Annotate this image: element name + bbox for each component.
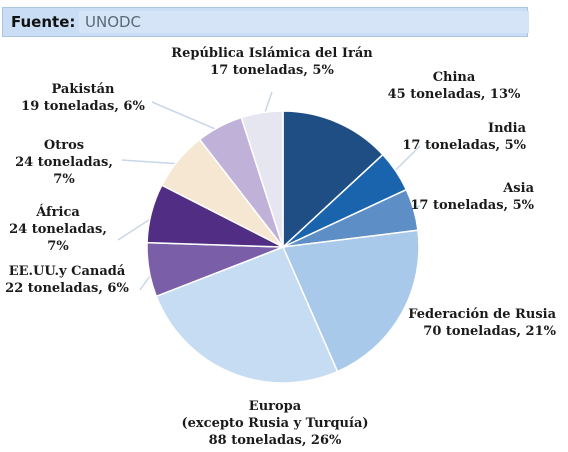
- label-others-detail2: 7%: [53, 172, 75, 187]
- label-europe-name: Europa: [248, 399, 302, 414]
- label-europe-detail: 88 toneladas, 26%: [208, 433, 342, 448]
- source-value: UNODC: [85, 13, 142, 31]
- label-asia-name: Asia: [503, 181, 534, 196]
- leader-line-others: [121, 159, 183, 165]
- label-iran: República Islámica del Irán 17 toneladas…: [158, 45, 386, 79]
- label-africa-detail2: 7%: [47, 239, 69, 254]
- label-india-detail: 17 toneladas, 5%: [402, 138, 526, 153]
- label-russia-detail: 70 toneladas, 21%: [423, 324, 556, 339]
- label-pakistan-name: Pakistán: [51, 82, 115, 97]
- label-pakistan-detail: 19 toneladas, 6%: [21, 99, 145, 114]
- label-russia-name: Federación de Rusia: [408, 307, 556, 322]
- pie-slices: [146, 110, 420, 384]
- source-value-box: UNODC: [79, 11, 529, 33]
- pie-slice-iran: [240, 110, 284, 248]
- source-label: Fuente:: [11, 13, 76, 31]
- label-iran-name: República Islámica del Irán: [171, 46, 373, 61]
- label-iran-detail: 17 toneladas, 5%: [210, 63, 334, 78]
- label-asia-detail: 17 toneladas, 5%: [410, 198, 534, 213]
- pie-slice-russia: [281, 229, 420, 373]
- label-usa-canada-name: EE.UU.y Canadá: [8, 264, 126, 279]
- label-others: Otros 24 toneladas, 7%: [6, 137, 122, 188]
- label-others-detail: 24 toneladas,: [15, 155, 113, 170]
- label-asia: Asia 17 toneladas, 5%: [388, 180, 534, 214]
- label-india: India 17 toneladas, 5%: [388, 120, 526, 154]
- label-europe: Europa (excepto Rusia y Turquía) 88 tone…: [150, 398, 400, 449]
- pie-slice-china: [282, 110, 384, 249]
- source-bar: Fuente: UNODC: [2, 7, 529, 37]
- label-russia: Federación de Rusia 70 toneladas, 21%: [392, 306, 556, 340]
- label-china: China 45 toneladas, 13%: [384, 69, 524, 103]
- label-usa-canada: EE.UU.y Canadá 22 toneladas, 6%: [4, 263, 130, 297]
- label-pakistan: Pakistán 19 toneladas, 6%: [14, 81, 152, 115]
- label-others-name: Otros: [43, 138, 85, 153]
- label-africa-detail: 24 toneladas,: [9, 222, 107, 237]
- label-india-name: India: [488, 121, 526, 136]
- label-usa-canada-detail: 22 toneladas, 6%: [5, 281, 129, 296]
- label-africa-name: África: [36, 205, 80, 220]
- pie-slice-europe: [155, 246, 339, 384]
- label-china-name: China: [432, 70, 476, 85]
- label-china-detail: 45 toneladas, 13%: [387, 87, 521, 102]
- leader-line-pakistan: [151, 101, 223, 133]
- label-europe-name2: (excepto Rusia y Turquía): [181, 416, 369, 431]
- label-africa: África 24 toneladas, 7%: [0, 204, 116, 255]
